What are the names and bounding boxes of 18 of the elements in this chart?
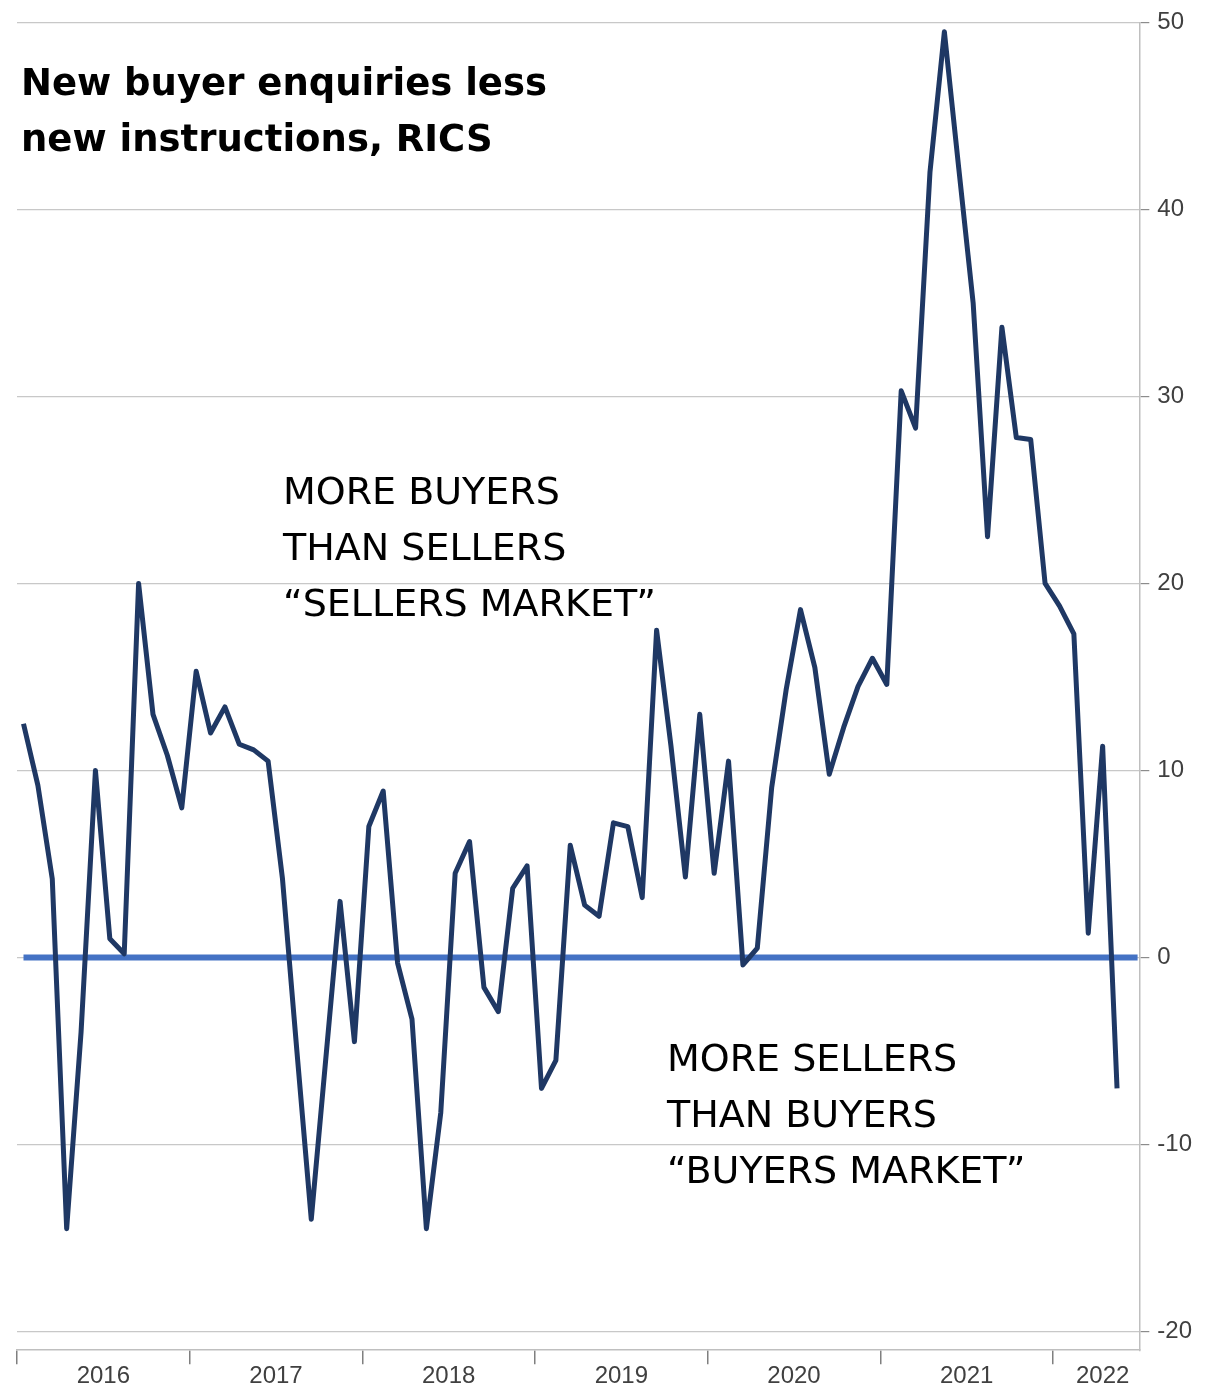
y-tick-label: 20	[1157, 568, 1185, 596]
y-tick-label: 40	[1157, 194, 1185, 222]
x-tick-label: 2016	[76, 1361, 131, 1389]
y-tick-label: -20	[1157, 1316, 1192, 1344]
x-tick-label: 2020	[767, 1361, 821, 1389]
x-tick-label: 2018	[421, 1361, 476, 1389]
y-tick-label: 50	[1157, 7, 1185, 35]
annotation: MORE SELLERS THAN BUYERS “BUYERS MARKET”	[667, 1035, 1026, 1194]
annotation: MORE BUYERS THAN SELLERS “SELLERS MARKET”	[283, 468, 656, 627]
y-tick-label: 0	[1157, 942, 1171, 970]
x-tick-label: 2017	[249, 1361, 303, 1389]
y-tick-label: -10	[1157, 1129, 1192, 1157]
y-tick-label: 10	[1157, 755, 1185, 783]
x-tick-label: 2022	[1075, 1361, 1130, 1389]
y-tick-label: 30	[1157, 381, 1185, 409]
x-tick-label: 2019	[594, 1361, 649, 1389]
text: New buyer enquiries less new instructions, RICS	[21, 60, 547, 162]
x-tick-label: 2021	[939, 1361, 994, 1389]
